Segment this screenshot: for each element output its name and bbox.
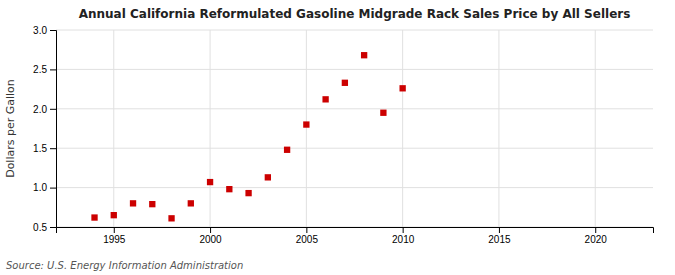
x-tick-label: 1995 — [103, 234, 126, 245]
y-tick: 2.5 — [33, 64, 56, 75]
y-grid-line — [56, 148, 653, 149]
x-tick-label: 2015 — [488, 234, 511, 245]
point — [342, 80, 348, 86]
y-tick-mark — [50, 227, 56, 228]
point — [322, 96, 328, 102]
point — [168, 215, 174, 221]
x-axis-line — [57, 228, 654, 234]
point — [361, 52, 367, 58]
x-grid-line — [306, 30, 307, 227]
point — [226, 186, 232, 192]
y-tick-mark — [50, 109, 56, 110]
point — [284, 147, 290, 153]
x-tick-mark — [306, 227, 307, 233]
y-grid-line — [56, 30, 653, 31]
point — [207, 179, 213, 185]
x-axis: 1995 2000 2005 2010 2015 2020 — [57, 227, 654, 245]
y-tick: 2.0 — [33, 104, 56, 115]
y-grid-line — [56, 108, 653, 109]
y-tick-mark — [50, 188, 56, 189]
point — [303, 121, 309, 127]
x-tick: 2005 — [296, 227, 319, 245]
point — [91, 214, 97, 220]
x-tick: 2010 — [392, 227, 415, 245]
y-tick-mark — [50, 69, 56, 70]
x-tick-label: 2000 — [199, 234, 222, 245]
point — [380, 110, 386, 116]
point — [265, 174, 271, 180]
x-tick: 2000 — [199, 227, 222, 245]
x-tick-mark — [403, 227, 404, 233]
x-tick-label: 2005 — [296, 234, 319, 245]
point — [149, 201, 155, 207]
x-tick: 2015 — [488, 227, 511, 245]
points — [91, 52, 405, 221]
y-tick: 3.0 — [33, 25, 56, 36]
x-grid-line — [210, 30, 211, 227]
x-grid-line — [595, 30, 596, 227]
y-tick-label: 1.5 — [33, 143, 47, 154]
y-tick-label: 2.0 — [33, 104, 47, 115]
x-grid-line — [402, 30, 403, 227]
point — [399, 85, 405, 91]
annotation: Source: U.S. Energy Information Administ… — [6, 260, 243, 271]
y-grid-line — [56, 187, 653, 188]
y-tick-label: 1.0 — [33, 182, 47, 193]
y-axis: 0.5 1.0 1.5 2.0 2.5 3.0 — [33, 25, 56, 233]
x-tick-mark — [210, 227, 211, 233]
y-tick: 1.0 — [33, 182, 56, 193]
x-tick-label: 2010 — [392, 234, 415, 245]
y-axis-line — [50, 31, 57, 228]
x-grid-line — [498, 30, 499, 227]
x-tick: 2020 — [585, 227, 608, 245]
y-tick-label: 0.5 — [33, 222, 47, 233]
chart: 1995 2000 2005 2010 2015 2020 0.5 1.0 1.5 2.0 2.5 3… — [0, 0, 675, 275]
title: Annual California Reformulated Gasoline … — [79, 7, 631, 21]
y-tick-mark — [50, 148, 56, 149]
point — [111, 212, 117, 218]
x-tick-mark — [499, 227, 500, 233]
y-tick: 1.5 — [33, 143, 56, 154]
point — [245, 190, 251, 196]
x-tick-label: 2020 — [585, 234, 608, 245]
point — [188, 200, 194, 206]
y-tick-mark — [50, 30, 56, 31]
y-grid-line — [56, 69, 653, 70]
grid — [56, 30, 653, 227]
y-tick-label: 2.5 — [33, 64, 47, 75]
x-tick-mark — [595, 227, 596, 233]
x-tick-mark — [114, 227, 115, 233]
x-grid-line — [113, 30, 114, 227]
x-tick: 1995 — [103, 227, 126, 245]
plot: 1995 2000 2005 2010 2015 2020 0.5 1.0 1.5 2.0 2.5 3… — [33, 25, 653, 245]
point — [130, 200, 136, 206]
y-tick-label: 3.0 — [33, 25, 47, 36]
y-tick: 0.5 — [33, 222, 56, 233]
y-axis-label: Dollars per Gallon — [4, 79, 17, 178]
